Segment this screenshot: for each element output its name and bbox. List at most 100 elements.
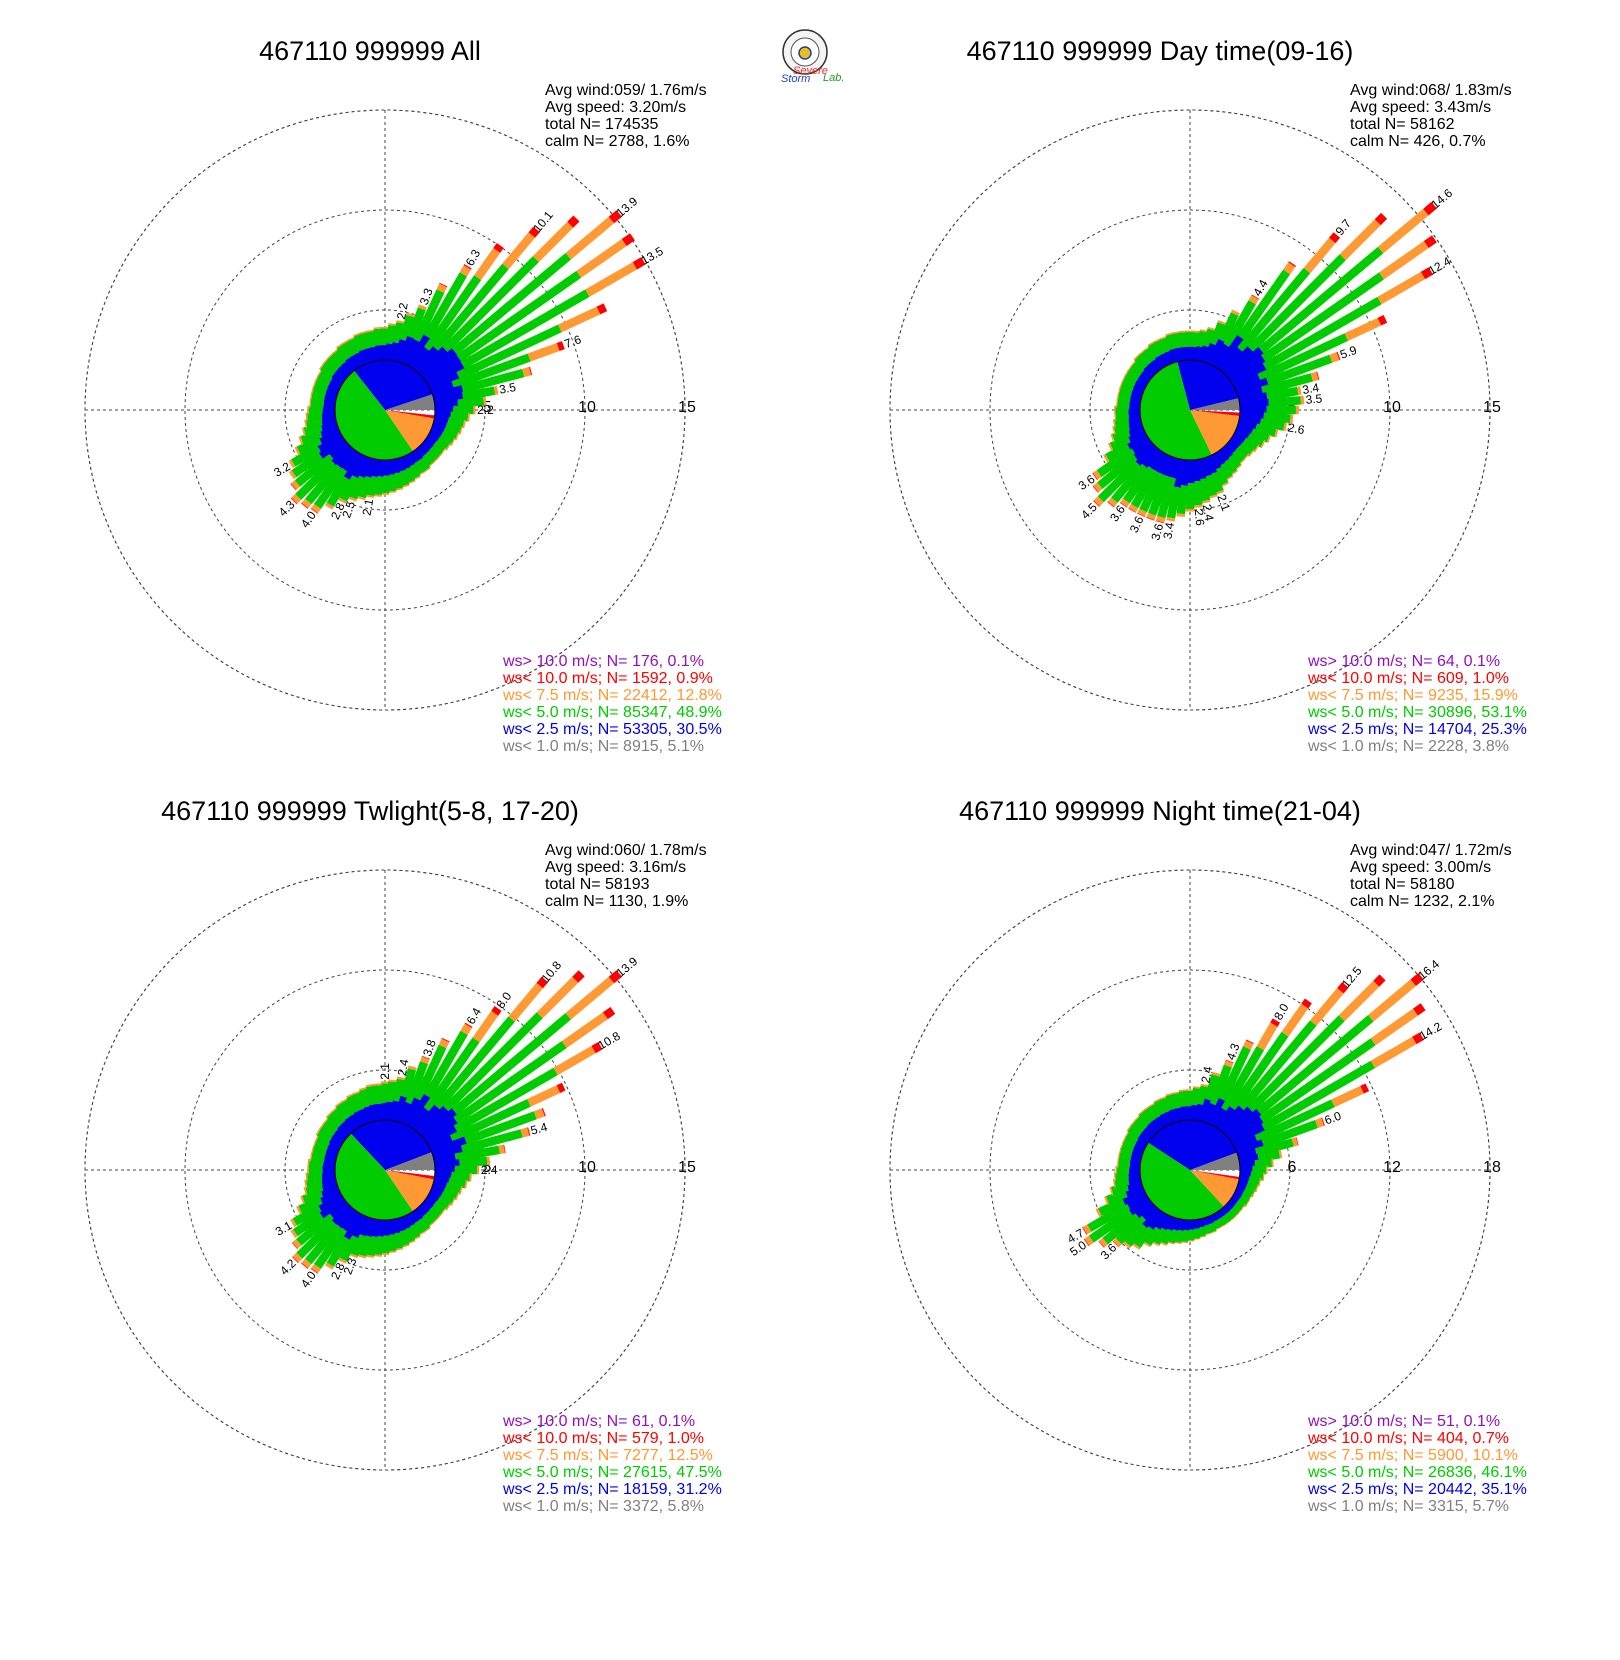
direction-bar — [1132, 1208, 1165, 1250]
bar-segment-lt5 — [336, 343, 353, 361]
bar-segment-lt2_5 — [1218, 445, 1233, 460]
bar-segment-lt2_5 — [369, 1218, 381, 1238]
bar-segment-lt5 — [453, 1067, 558, 1133]
bar-segment-lt5 — [296, 1218, 337, 1259]
direction-bar — [1146, 455, 1177, 521]
direction-bar — [1121, 374, 1147, 393]
pie-slice-lt1 — [1190, 1152, 1240, 1170]
direction-bar — [426, 431, 452, 451]
bar-segment-lt2_5 — [321, 1174, 337, 1186]
bar-segment-lt2_5 — [1129, 400, 1141, 410]
legend-lt2_5: ws< 2.5 m/s; N= 14704, 25.3% — [1307, 721, 1527, 738]
bar-segment-lt5 — [453, 1040, 567, 1124]
bar-segment-lt2_5 — [1238, 1153, 1260, 1166]
direction-bar — [1112, 1174, 1142, 1188]
bar-segment-lt5 — [400, 1068, 417, 1099]
bar-segment-lt5 — [1159, 1227, 1173, 1245]
pie-slice-lt10 — [1190, 410, 1240, 416]
bar-segment-lt5 — [386, 1234, 397, 1252]
bar-segment-lt2_5 — [329, 442, 353, 466]
bar-segment-lt5 — [1210, 1219, 1222, 1231]
bar-segment-lt7_5 — [322, 1116, 330, 1125]
bar-segment-lt5 — [339, 474, 358, 502]
ring-label: 10 — [578, 399, 596, 416]
bar-segment-lt5 — [1130, 468, 1159, 509]
direction-bar — [1222, 442, 1246, 466]
bar-segment-lt2_5 — [1215, 334, 1245, 372]
direction-bar — [353, 332, 372, 365]
bar-segment-lt2_5 — [356, 455, 372, 478]
bar-segment-lt5 — [305, 1182, 324, 1196]
direction-bar — [1237, 1178, 1259, 1193]
bar-segment-lt7_5 — [1082, 1224, 1092, 1235]
direction-bar — [410, 448, 431, 473]
direction-bar — [330, 1106, 357, 1135]
bar-segment-lt5 — [1192, 480, 1203, 506]
direction-bar — [1119, 448, 1165, 508]
pie-slice-lt5 — [1140, 361, 1212, 460]
bar-segment-lt5 — [373, 328, 384, 346]
bar-value-label: 3.8 — [420, 1037, 439, 1058]
bar-segment-lt2_5 — [1169, 347, 1182, 363]
direction-bar — [1082, 1191, 1149, 1235]
bar-segment-lt2_5 — [432, 1178, 448, 1191]
bar-segment-lt5 — [302, 1189, 324, 1204]
bar-segment-lt5 — [1111, 462, 1147, 503]
direction-bar — [1115, 399, 1141, 410]
bar-segment-lt2_5 — [340, 1208, 360, 1232]
legend-gt10: ws> 10.0 m/s; N= 64, 0.1% — [1307, 653, 1500, 670]
bar-segment-lt5 — [1237, 267, 1311, 353]
bar-segment-lt5 — [1226, 454, 1242, 470]
bar-segment-lt7_5 — [298, 436, 304, 445]
bar-segment-lt5 — [304, 462, 342, 505]
direction-bar — [385, 323, 397, 361]
bar-segment-lt10 — [1374, 212, 1388, 226]
bar-segment-lt2_5 — [1164, 349, 1177, 365]
pie-slice-lt10 — [385, 410, 435, 419]
bar-value-label: 2.8 — [328, 1260, 348, 1281]
direction-bar — [413, 226, 540, 375]
bar-segment-lt5 — [323, 1117, 340, 1134]
bar-value-label: 2.1 — [1214, 492, 1233, 513]
bar-segment-lt7_5 — [427, 1221, 435, 1228]
bar-segment-lt7_5 — [1370, 1008, 1418, 1046]
direction-bar — [1119, 380, 1145, 397]
bar-segment-lt2_5 — [317, 435, 347, 459]
bar-segment-lt7_5 — [1230, 309, 1240, 316]
bar-segment-lt7_5 — [1283, 262, 1296, 275]
bar-segment-lt5 — [353, 1091, 367, 1111]
direction-bar — [1153, 1097, 1173, 1127]
bar-segment-lt2_5 — [1203, 455, 1218, 475]
bar-segment-lt5 — [459, 1156, 488, 1168]
bar-segment-lt7_5 — [314, 1134, 320, 1143]
bar-segment-lt2_5 — [420, 348, 458, 382]
bar-segment-lt10 — [1329, 232, 1341, 244]
bar-segment-lt2_5 — [385, 1219, 395, 1236]
bar-segment-lt2_5 — [420, 1108, 458, 1142]
stat-avg-speed: Avg speed: 3.43m/s — [1350, 99, 1491, 116]
bar-segment-lt5 — [402, 1227, 416, 1244]
direction-bar — [1228, 1195, 1246, 1211]
bar-segment-lt5 — [431, 440, 446, 455]
bar-segment-lt5 — [296, 436, 322, 455]
direction-bar — [402, 282, 448, 367]
bar-segment-lt5 — [318, 369, 334, 383]
bar-segment-lt7_5 — [1166, 517, 1176, 522]
bar-segment-lt5 — [298, 1196, 323, 1214]
bar-segment-lt7_5 — [1138, 349, 1146, 356]
direction-bar — [1237, 371, 1320, 402]
bar-segment-lt5 — [360, 331, 373, 350]
bar-segment-lt2_5 — [337, 1122, 353, 1138]
bar-value-label: 5.9 — [1338, 343, 1359, 362]
bar-segment-lt7_5 — [330, 1106, 339, 1114]
bar-segment-lt5 — [1197, 478, 1211, 502]
bar-segment-lt7_5 — [322, 356, 330, 365]
direction-bar — [301, 445, 357, 509]
bar-segment-lt5 — [1127, 1124, 1143, 1139]
bar-segment-lt2_5 — [323, 395, 337, 406]
bar-segment-lt5 — [326, 1111, 344, 1129]
bar-segment-lt5 — [1258, 246, 1384, 354]
direction-bar — [432, 1127, 531, 1162]
bar-segment-lt2_5 — [1215, 1208, 1227, 1220]
bar-segment-lt10 — [464, 1022, 473, 1028]
